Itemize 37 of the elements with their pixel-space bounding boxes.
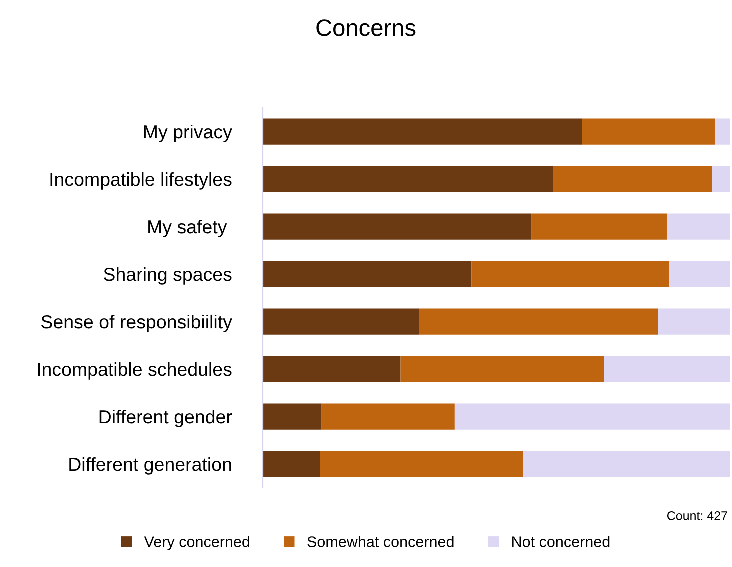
y-tick-label: Sharing spaces (104, 267, 232, 285)
bar (419, 308, 658, 335)
legend-label: Very concerned (144, 536, 250, 550)
bar (263, 308, 420, 335)
bar (716, 118, 730, 145)
bar (263, 451, 320, 478)
y-tick-label: My safety (148, 220, 228, 238)
bar (669, 261, 730, 288)
bar (582, 118, 716, 145)
bar (322, 404, 455, 430)
bar (400, 356, 604, 382)
y-tick-label: Incompatible schedules (38, 362, 232, 380)
bar (454, 404, 730, 430)
legend-label: Somewhat concerned (308, 536, 454, 548)
y-tick-label: My privacy (144, 124, 232, 142)
y-tick-label: Different gender (100, 410, 232, 428)
y-tick-label: Incompatible lifestyles (50, 172, 232, 190)
bar (523, 451, 730, 478)
bar (553, 166, 712, 192)
bar (263, 166, 554, 192)
bar (263, 261, 472, 288)
bar (712, 166, 730, 192)
y-tick-label: Different generation (70, 457, 232, 475)
bar (472, 261, 670, 288)
bar (667, 214, 730, 240)
bar (263, 356, 401, 382)
bar (532, 214, 668, 240)
y-tick-label: Sense of responsibiility (42, 314, 232, 332)
bar (263, 118, 582, 145)
legend-label: Not concerned (512, 536, 610, 548)
bar (658, 308, 730, 335)
bar (320, 451, 524, 478)
bar (604, 356, 730, 382)
text: Count: 427 (667, 512, 728, 520)
bar (263, 404, 322, 430)
chart-title: Concerns (316, 20, 416, 36)
bar (263, 214, 532, 240)
